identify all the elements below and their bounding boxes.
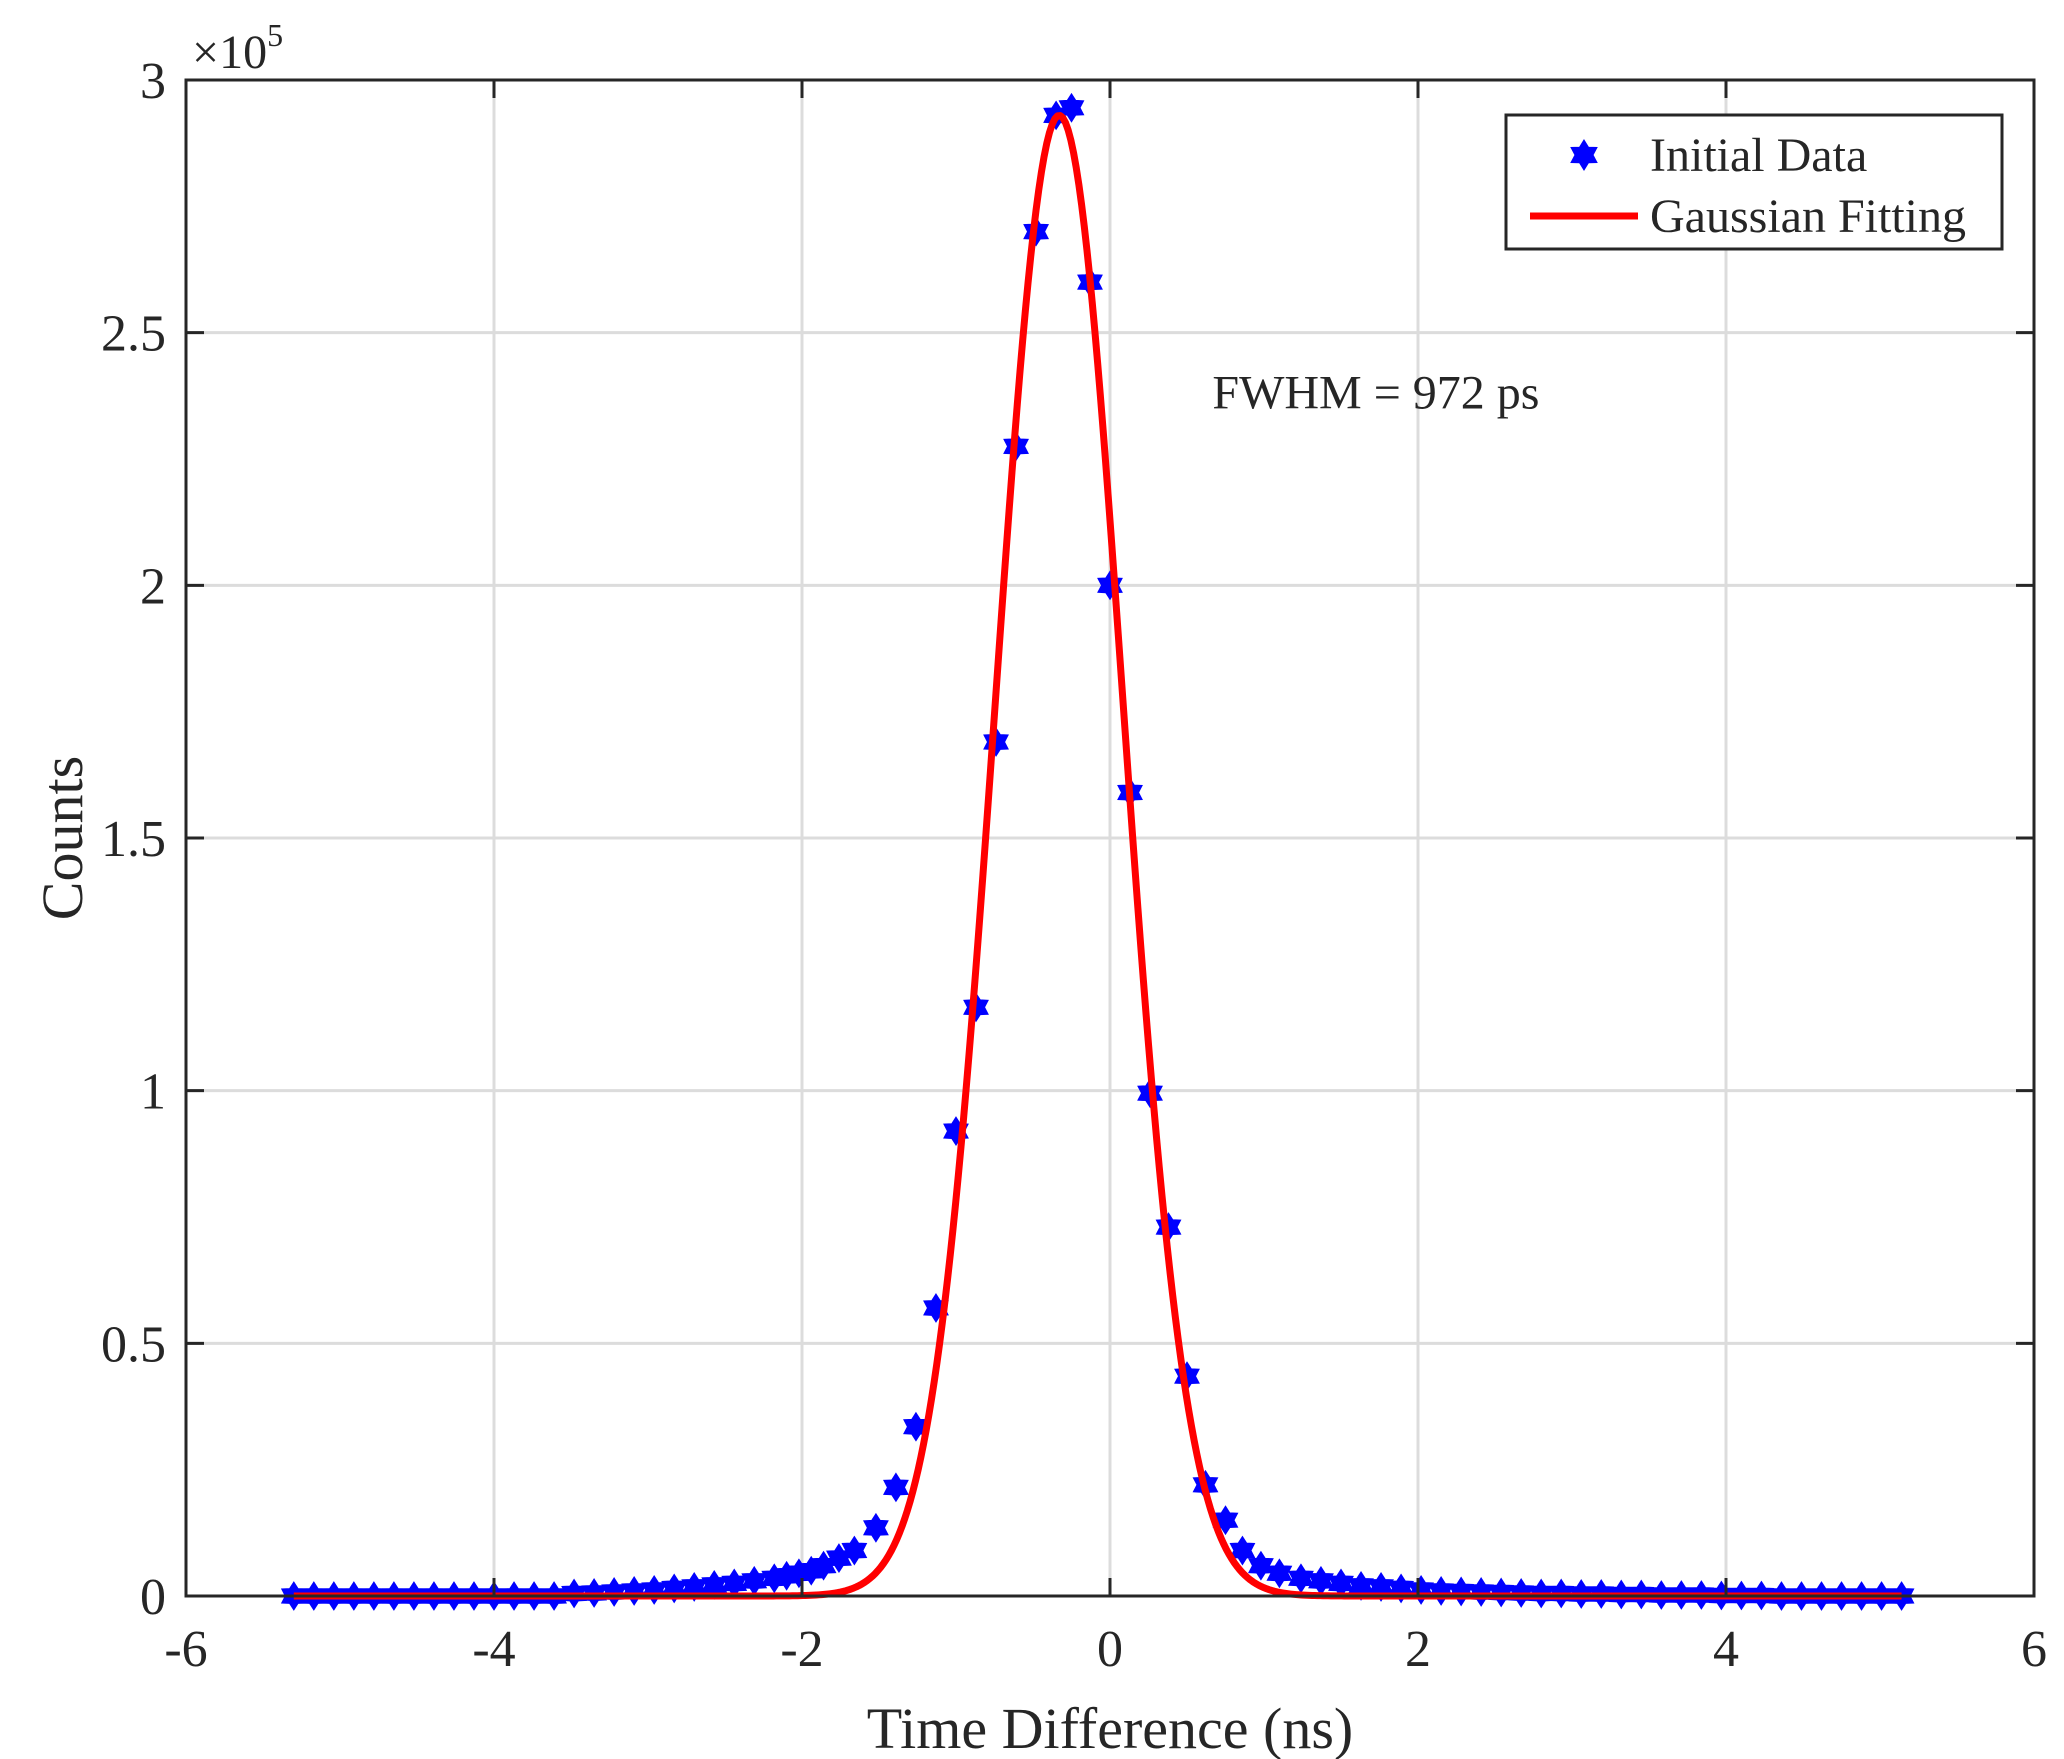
- data-point: [1229, 1535, 1256, 1566]
- data-point: [601, 1577, 628, 1607]
- grid-lines: [186, 80, 2034, 1596]
- x-tick-label: 2: [1405, 1621, 1431, 1678]
- x-tick-label: 4: [1713, 1621, 1739, 1678]
- y-axis-exponent-power: 5: [267, 17, 283, 53]
- data-point: [621, 1576, 648, 1606]
- x-tick-label: 0: [1097, 1621, 1123, 1678]
- legend-label-initial-data: Initial Data: [1650, 129, 1867, 182]
- x-tick-label: -6: [164, 1621, 207, 1678]
- data-point: [883, 1472, 909, 1503]
- x-tick-label: -4: [472, 1621, 515, 1678]
- y-tick-label: 3: [140, 53, 166, 110]
- data-point: [1266, 1558, 1293, 1589]
- y-axis-exponent: ×105: [192, 17, 283, 79]
- data-point: [1448, 1576, 1475, 1607]
- gaussian-fit-line: [292, 112, 1903, 1600]
- data-point: [1488, 1577, 1515, 1608]
- plot-area: [280, 92, 1915, 1611]
- axis-ticks: -6 -4 -2 0 2 4 6 0 0.5 1 1.5 2 2.5 3: [101, 53, 2047, 1678]
- data-point: [862, 1512, 889, 1543]
- data-point: [841, 1535, 868, 1566]
- legend-marker-star-icon: [1570, 139, 1598, 171]
- y-axis-title: Counts: [30, 756, 95, 920]
- data-point: [1428, 1576, 1455, 1606]
- y-tick-label: 0: [140, 1569, 166, 1626]
- x-axis-title: Time Difference (ns): [867, 1696, 1353, 1759]
- legend-label-gaussian-fitting: Gaussian Fitting: [1650, 190, 1966, 243]
- data-point: [1408, 1575, 1435, 1605]
- x-tick-label: -2: [780, 1621, 823, 1678]
- data-point: [1247, 1550, 1274, 1581]
- fwhm-annotation: FWHM = 972 ps: [1212, 367, 1539, 420]
- x-tick-label: 6: [2021, 1621, 2047, 1678]
- y-tick-label: 0.5: [101, 1316, 166, 1373]
- legend: Initial Data Gaussian Fitting: [1504, 113, 2004, 251]
- legend-box: [1504, 113, 2004, 251]
- legend-marker-initial-data: [1570, 139, 1598, 171]
- data-point: [641, 1575, 668, 1605]
- y-tick-label: 1: [140, 1064, 166, 1121]
- y-tick-label: 1.5: [101, 811, 166, 868]
- y-tick-label: 2.5: [101, 306, 166, 363]
- data-point: [1058, 92, 1085, 123]
- y-tick-label: 2: [140, 558, 166, 615]
- y-axis-exponent-base: ×10: [192, 26, 267, 79]
- data-point: [1468, 1577, 1495, 1607]
